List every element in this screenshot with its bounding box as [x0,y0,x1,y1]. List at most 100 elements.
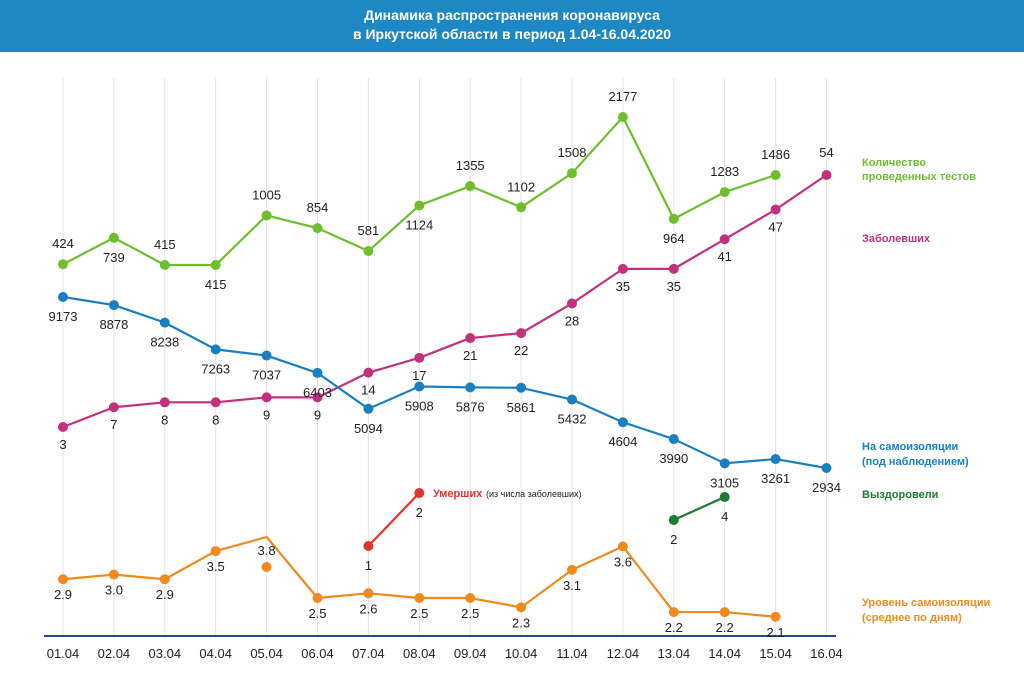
data-label-sick: 35 [667,279,681,294]
x-tick-label: 06.04 [301,646,334,661]
data-point-isolation [261,350,272,361]
data-label-isolation: 3990 [659,451,688,466]
data-point-sick [261,392,272,403]
data-label-tests: 1355 [456,158,485,173]
data-label-recovered: 4 [721,509,728,524]
data-label-tests: 739 [103,250,125,265]
data-label-isolation: 5432 [558,412,587,427]
data-label-sick: 3 [59,437,66,452]
legend-level-line2: (среднее по дням) [862,612,962,624]
data-label-level: 2.5 [461,606,479,621]
legend: Количество проведенных тестов Заболевших… [433,157,990,624]
data-label-sick: 22 [514,343,528,358]
data-point-level [617,541,628,552]
data-point-tests [363,246,374,257]
data-point-tests [567,168,577,179]
data-point-tests [770,170,781,181]
data-label-sick: 9 [263,407,270,422]
data-point-isolation [617,417,628,428]
data-point-level [363,588,374,599]
data-point-level [58,574,68,585]
data-label-level: 2.6 [359,601,377,616]
data-point-sick [516,328,527,339]
data-point-sick [465,333,476,344]
data-point-sick [414,352,425,363]
data-label-sick: 8 [212,412,219,427]
legend-isolation-line2: (под наблюдением) [862,456,969,468]
data-label-level: 2.2 [665,620,683,635]
series-tests: 424 739 415 415 1005 854 581 1124 1355 1102 1508 21… [52,89,790,292]
data-point-level [210,546,221,557]
x-tick-label: 03.04 [149,646,182,661]
data-point-isolation [465,382,476,393]
x-tick-label: 13.04 [658,646,691,661]
data-point-tests [108,232,119,243]
data-label-sick: 21 [463,348,477,363]
data-point-sick [363,367,374,378]
data-point-isolation [516,382,527,393]
data-label-isolation: 3105 [710,475,739,490]
data-point-isolation [210,344,221,355]
data-label-sick: 54 [819,145,833,160]
data-point-level [159,574,170,585]
data-point-level [312,593,323,603]
series-line-dead [367,492,421,547]
data-label-level: 2.2 [716,620,734,635]
data-point-tests [58,259,68,270]
data-label-isolation: 7263 [201,361,230,376]
data-point-sick [58,422,68,432]
legend-level-line1: Уровень самоизоляции [862,597,990,609]
data-point-isolation [770,454,781,465]
data-label-sick: 7 [110,417,117,432]
data-label-isolation: 6403 [303,385,332,400]
data-label-tests: 1102 [507,179,535,194]
series-level: 2.9 3.0 2.9 3.5 3.8 2.5 2.6 2.5 2.5 2.3 3.1 3.6 2.2 2… [54,535,785,640]
data-point-isolation [567,394,577,405]
data-label-level: 3.6 [614,554,632,569]
data-point-isolation [719,458,730,469]
data-label-level: 2.9 [54,587,72,602]
data-point-isolation [363,403,374,414]
data-label-isolation: 3261 [761,471,790,486]
data-label-tests: 424 [52,236,74,251]
data-point-level [719,607,730,618]
data-label-isolation: 9173 [49,309,78,324]
x-tick-label: 08.04 [403,646,436,661]
legend-tests-line1: Количество [862,157,926,169]
data-label-level: 3.5 [207,559,225,574]
data-point-tests [516,202,527,213]
data-point-dead [363,541,374,551]
data-label-tests: 581 [358,223,380,238]
data-label-tests: 415 [205,277,227,292]
data-point-level [668,607,679,618]
data-label-tests: 2177 [608,89,637,104]
x-tick-label: 16.04 [810,646,843,661]
data-label-level: 3.0 [105,583,123,598]
x-axis-ticks: 01.04 02.04 03.04 04.04 05.04 06.04 07.04 08.04… [47,646,843,661]
data-label-dead: 1 [365,558,372,573]
legend-dead-note: (из числа заболевших) [486,489,582,499]
data-label-level: 3.8 [258,543,276,558]
data-point-isolation [58,292,68,302]
data-point-sick [210,397,221,408]
data-point-isolation [668,434,679,445]
legend-tests-line2: проведенных тестов [862,171,976,183]
data-label-tests: 1124 [405,217,433,232]
data-label-recovered: 2 [670,532,677,547]
data-point-isolation [414,381,425,392]
data-point-level [261,562,272,572]
grid-lines [62,78,827,636]
x-tick-label: 14.04 [708,646,741,661]
x-tick-label: 07.04 [352,646,385,661]
series-line-recovered [673,495,726,522]
x-tick-label: 02.04 [98,646,131,661]
data-point-recovered [719,492,730,502]
data-point-tests [312,223,323,234]
x-tick-label: 15.04 [759,646,792,661]
data-label-sick: 47 [768,220,782,235]
data-label-isolation: 5094 [354,421,383,436]
x-tick-label: 09.04 [454,646,487,661]
data-point-sick [668,263,679,274]
